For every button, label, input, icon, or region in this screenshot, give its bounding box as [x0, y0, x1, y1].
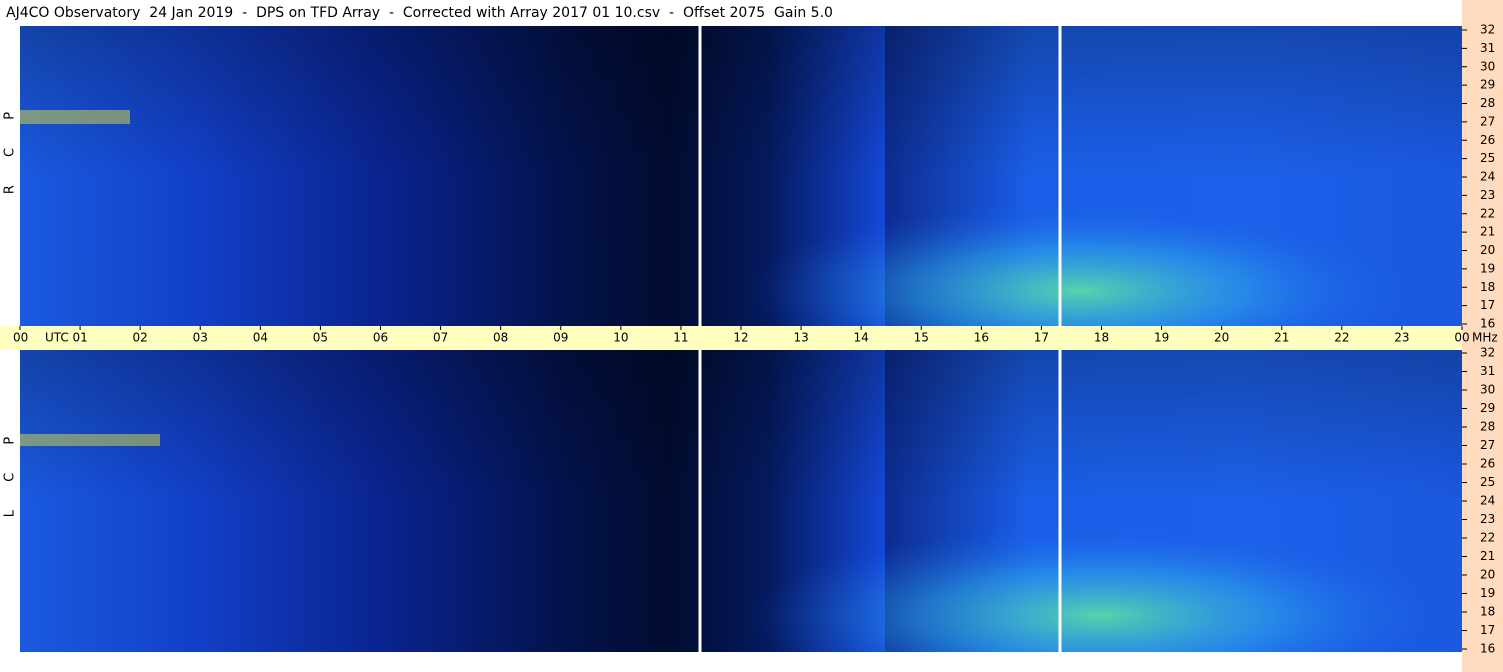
y-tick-label: 16: [1480, 317, 1495, 331]
y-unit: MHz: [1472, 331, 1498, 345]
x-tick-label: 17: [1034, 331, 1049, 345]
x-tick-label: 19: [1154, 331, 1169, 345]
y-tick-label: 30: [1480, 59, 1495, 73]
page-title: AJ4CO Observatory 24 Jan 2019 - DPS on T…: [6, 5, 833, 21]
y-tick-label: 20: [1480, 243, 1495, 257]
x-tick-label: 23: [1394, 331, 1409, 345]
x-tick-label: 14: [854, 331, 869, 345]
x-tick-label: 16: [974, 331, 989, 345]
x-tick-label: 07: [433, 331, 448, 345]
y-tick-label: 21: [1480, 549, 1495, 563]
y-tick-label: 21: [1480, 225, 1495, 239]
y-tick-label: 28: [1480, 96, 1495, 110]
panels: [20, 26, 1462, 652]
y-tick-label: 30: [1480, 383, 1495, 397]
x-tick-label: 11: [673, 331, 688, 345]
y-tick-label: 29: [1480, 78, 1495, 92]
panel-label: L C P: [3, 425, 18, 517]
x-tick-label: 15: [914, 331, 929, 345]
x-tick-label: 10: [613, 331, 628, 345]
y-tick-label: 32: [1480, 346, 1495, 360]
x-tick-label: 02: [133, 331, 148, 345]
y-tick-label: 24: [1480, 170, 1495, 184]
x-tick-label: 04: [253, 331, 268, 345]
y-tick-label: 20: [1480, 568, 1495, 582]
streak: [20, 434, 160, 446]
streak: [20, 110, 130, 124]
x-tick-label: 09: [553, 331, 568, 345]
x-tick-label: 13: [793, 331, 808, 345]
y-tick-label: 24: [1480, 494, 1495, 508]
y-tick-label: 26: [1480, 457, 1495, 471]
x-tick-label: 06: [373, 331, 388, 345]
y-tick-label: 23: [1480, 188, 1495, 202]
x-tick-label: 12: [733, 331, 748, 345]
y-tick-label: 17: [1480, 623, 1495, 637]
y-tick-label: 17: [1480, 298, 1495, 312]
y-tick-label: 22: [1480, 531, 1495, 545]
footer: [0, 652, 1462, 672]
glow: [750, 470, 1450, 652]
y-tick-label: 32: [1480, 23, 1495, 37]
y-tick-label: 27: [1480, 114, 1495, 128]
x-tick-label: 03: [193, 331, 208, 345]
x-tick-label: 00: [1454, 331, 1469, 345]
freq-axis: [1462, 0, 1503, 672]
title-bar: [0, 0, 1503, 26]
x-tick-label: 05: [313, 331, 328, 345]
x-tick-label: 20: [1214, 331, 1229, 345]
y-tick-label: 27: [1480, 438, 1495, 452]
glow: [750, 150, 1410, 326]
x-tick-label: 22: [1334, 331, 1349, 345]
y-tick-label: 31: [1480, 364, 1495, 378]
y-tick-label: 25: [1480, 151, 1495, 165]
y-tick-label: 18: [1480, 280, 1495, 294]
y-tick-label: 29: [1480, 401, 1495, 415]
panel-label: R C P: [3, 100, 18, 194]
y-tick-label: 19: [1480, 586, 1495, 600]
x-tick-label: 00: [13, 331, 28, 345]
x-unit: UTC: [45, 331, 69, 345]
y-tick-label: 22: [1480, 206, 1495, 220]
x-tick-label: 08: [493, 331, 508, 345]
y-tick-label: 25: [1480, 475, 1495, 489]
y-tick-label: 19: [1480, 261, 1495, 275]
y-tick-label: 28: [1480, 420, 1495, 434]
y-tick-label: 16: [1480, 642, 1495, 656]
time-axis: [0, 326, 1462, 350]
y-tick-label: 26: [1480, 133, 1495, 147]
x-tick-label: 21: [1274, 331, 1289, 345]
y-tick-label: 31: [1480, 41, 1495, 55]
x-tick-label: 01: [72, 331, 87, 345]
y-tick-label: 23: [1480, 512, 1495, 526]
y-tick-label: 18: [1480, 605, 1495, 619]
x-tick-label: 18: [1094, 331, 1109, 345]
